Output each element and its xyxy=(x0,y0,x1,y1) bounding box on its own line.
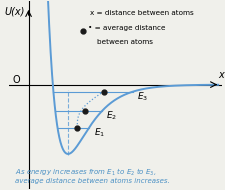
Text: x = distance between atoms: x = distance between atoms xyxy=(89,10,193,16)
Text: • = average distance: • = average distance xyxy=(87,25,164,31)
Text: As energy increases from $E_1$ to $E_2$ to $E_3$,: As energy increases from $E_1$ to $E_2$ … xyxy=(15,166,155,178)
Text: $E_1$: $E_1$ xyxy=(93,127,105,139)
Text: U(x): U(x) xyxy=(4,7,25,17)
Text: O: O xyxy=(12,75,20,85)
Text: $E_3$: $E_3$ xyxy=(137,90,148,103)
Text: $E_2$: $E_2$ xyxy=(106,110,117,122)
Text: x: x xyxy=(217,70,223,80)
Text: between atoms: between atoms xyxy=(97,39,152,45)
Text: average distance between atoms increases.: average distance between atoms increases… xyxy=(15,178,169,184)
